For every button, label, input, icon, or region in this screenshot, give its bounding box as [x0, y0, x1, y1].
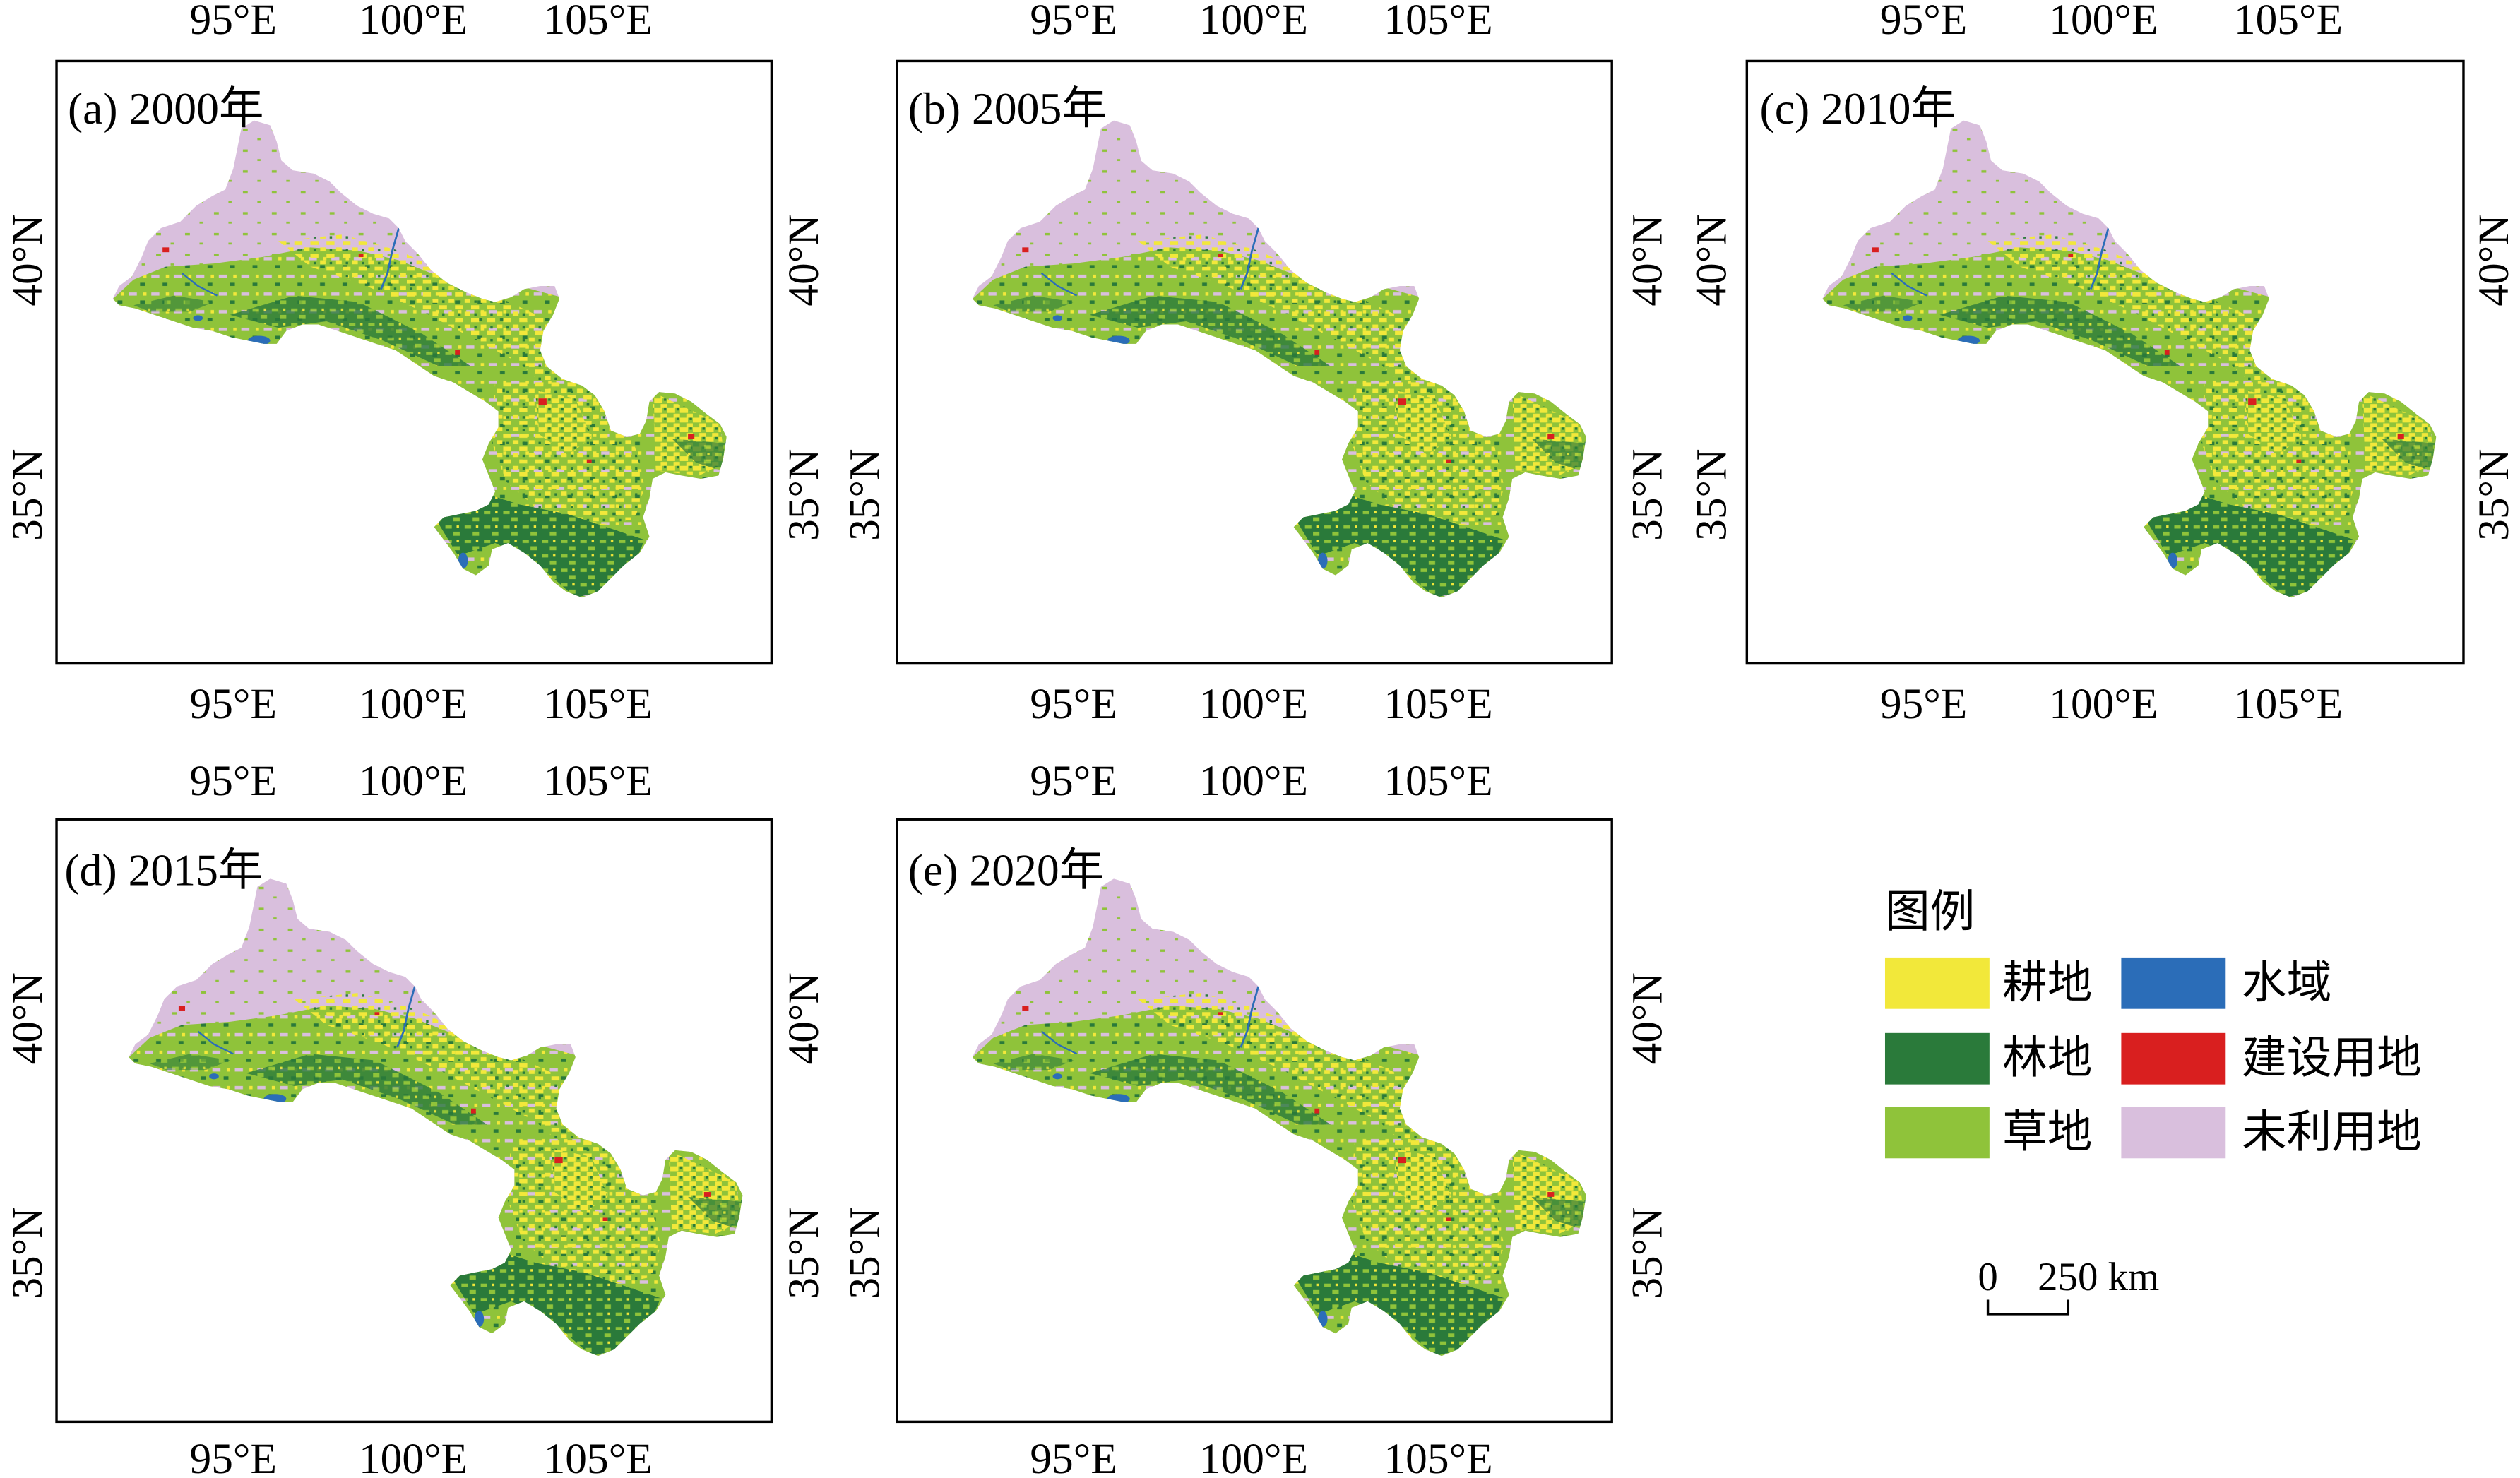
legend: 图例 耕地 水域 林地 建设用地 草地 未利用地: [1884, 887, 2422, 1159]
panel-title-d: (d) 2015年: [64, 845, 263, 895]
latitude-label: 40°N: [1623, 972, 1671, 1064]
latitude-label: 40°N: [4, 972, 52, 1064]
longitude-label: 95°E: [1880, 0, 1967, 44]
latitude-label: 35°N: [840, 1207, 888, 1299]
longitude-label: 100°E: [2049, 680, 2158, 728]
longitude-label: 95°E: [1880, 680, 1967, 728]
latitude-label: 35°N: [1687, 449, 1735, 541]
legend-label-built-up: 建设用地: [2242, 1033, 2422, 1083]
land-use-map-d: [53, 819, 792, 1397]
longitude-label: 105°E: [544, 1435, 653, 1478]
longitude-label: 100°E: [359, 1435, 468, 1478]
legend-swatch-forest: [1884, 1032, 1990, 1085]
latitude-label: 35°N: [840, 449, 888, 541]
legend-swatch-unused-land: [2121, 1107, 2226, 1159]
legend-title: 图例: [1885, 887, 1975, 937]
longitude-label: 105°E: [1384, 0, 1492, 44]
land-use-map-a: [37, 61, 777, 639]
legend-swatch-built-up: [2121, 1032, 2226, 1085]
longitude-label: 95°E: [190, 0, 277, 44]
latitude-label: 40°N: [780, 972, 828, 1064]
latitude-label: 35°N: [1623, 449, 1671, 541]
legend-label-water: 水域: [2242, 958, 2331, 1008]
longitude-label: 100°E: [2049, 0, 2158, 44]
longitude-label: 100°E: [359, 680, 468, 728]
longitude-label: 100°E: [1199, 0, 1308, 44]
scale-bar: 0 250 km: [1978, 1255, 2159, 1316]
latitude-label: 35°N: [1623, 1207, 1671, 1299]
longitude-label: 105°E: [1384, 757, 1492, 805]
longitude-label: 95°E: [1030, 757, 1117, 805]
panel-frame-c: [1745, 59, 2465, 665]
panel-frame-e: [896, 818, 1613, 1424]
longitude-label: 95°E: [190, 1435, 277, 1478]
latitude-label: 40°N: [4, 214, 52, 306]
panel-title-b: (b) 2005年: [908, 83, 1107, 133]
longitude-label: 105°E: [544, 680, 653, 728]
panel-frame-a: [55, 59, 773, 665]
land-use-map-c: [1747, 61, 2486, 639]
latitude-label: 35°N: [780, 1207, 828, 1299]
panel-frame-b: [896, 59, 1613, 665]
latitude-label: 40°N: [1623, 214, 1671, 306]
longitude-label: 100°E: [359, 0, 468, 44]
legend-swatch-water: [2121, 957, 2226, 1009]
longitude-label: 95°E: [1030, 1435, 1117, 1478]
longitude-label: 105°E: [2234, 0, 2343, 44]
longitude-label: 100°E: [1199, 680, 1308, 728]
legend-label-forest: 林地: [2002, 1033, 2092, 1083]
legend-label-grassland: 草地: [2002, 1107, 2092, 1157]
longitude-label: 105°E: [544, 757, 653, 805]
longitude-label: 105°E: [1384, 1435, 1492, 1478]
longitude-label: 95°E: [190, 757, 277, 805]
longitude-label: 100°E: [1199, 757, 1308, 805]
longitude-label: 95°E: [190, 680, 277, 728]
latitude-label: 40°N: [2470, 214, 2518, 306]
scale-bar-distance-label: 250 km: [2038, 1255, 2159, 1299]
legend-label-unused-land: 未利用地: [2242, 1107, 2422, 1157]
land-use-map-e: [897, 819, 1636, 1397]
longitude-label: 105°E: [2234, 680, 2343, 728]
longitude-label: 100°E: [359, 757, 468, 805]
latitude-label: 40°N: [1687, 214, 1735, 306]
legend-label-cropland: 耕地: [2002, 958, 2092, 1008]
longitude-label: 105°E: [544, 0, 653, 44]
scale-bar-zero-label: 0: [1978, 1255, 1997, 1299]
panel-frame-d: [55, 818, 773, 1424]
longitude-label: 105°E: [1384, 680, 1492, 728]
panel-title-c: (c) 2010年: [1760, 83, 1956, 133]
latitude-label: 35°N: [4, 449, 52, 541]
panel-title-a: (a) 2000年: [68, 83, 264, 133]
latitude-label: 40°N: [780, 214, 828, 306]
legend-swatch-cropland: [1884, 957, 1990, 1009]
land-use-map-b: [897, 61, 1636, 639]
legend-swatch-grassland: [1884, 1107, 1990, 1159]
latitude-label: 35°N: [2470, 449, 2518, 541]
panel-title-e: (e) 2020年: [908, 845, 1105, 895]
longitude-label: 100°E: [1199, 1435, 1308, 1478]
latitude-label: 35°N: [4, 1207, 52, 1299]
longitude-label: 95°E: [1030, 680, 1117, 728]
longitude-label: 95°E: [1030, 0, 1117, 44]
latitude-label: 35°N: [780, 449, 828, 541]
scale-bar-line: [1986, 1299, 2070, 1316]
